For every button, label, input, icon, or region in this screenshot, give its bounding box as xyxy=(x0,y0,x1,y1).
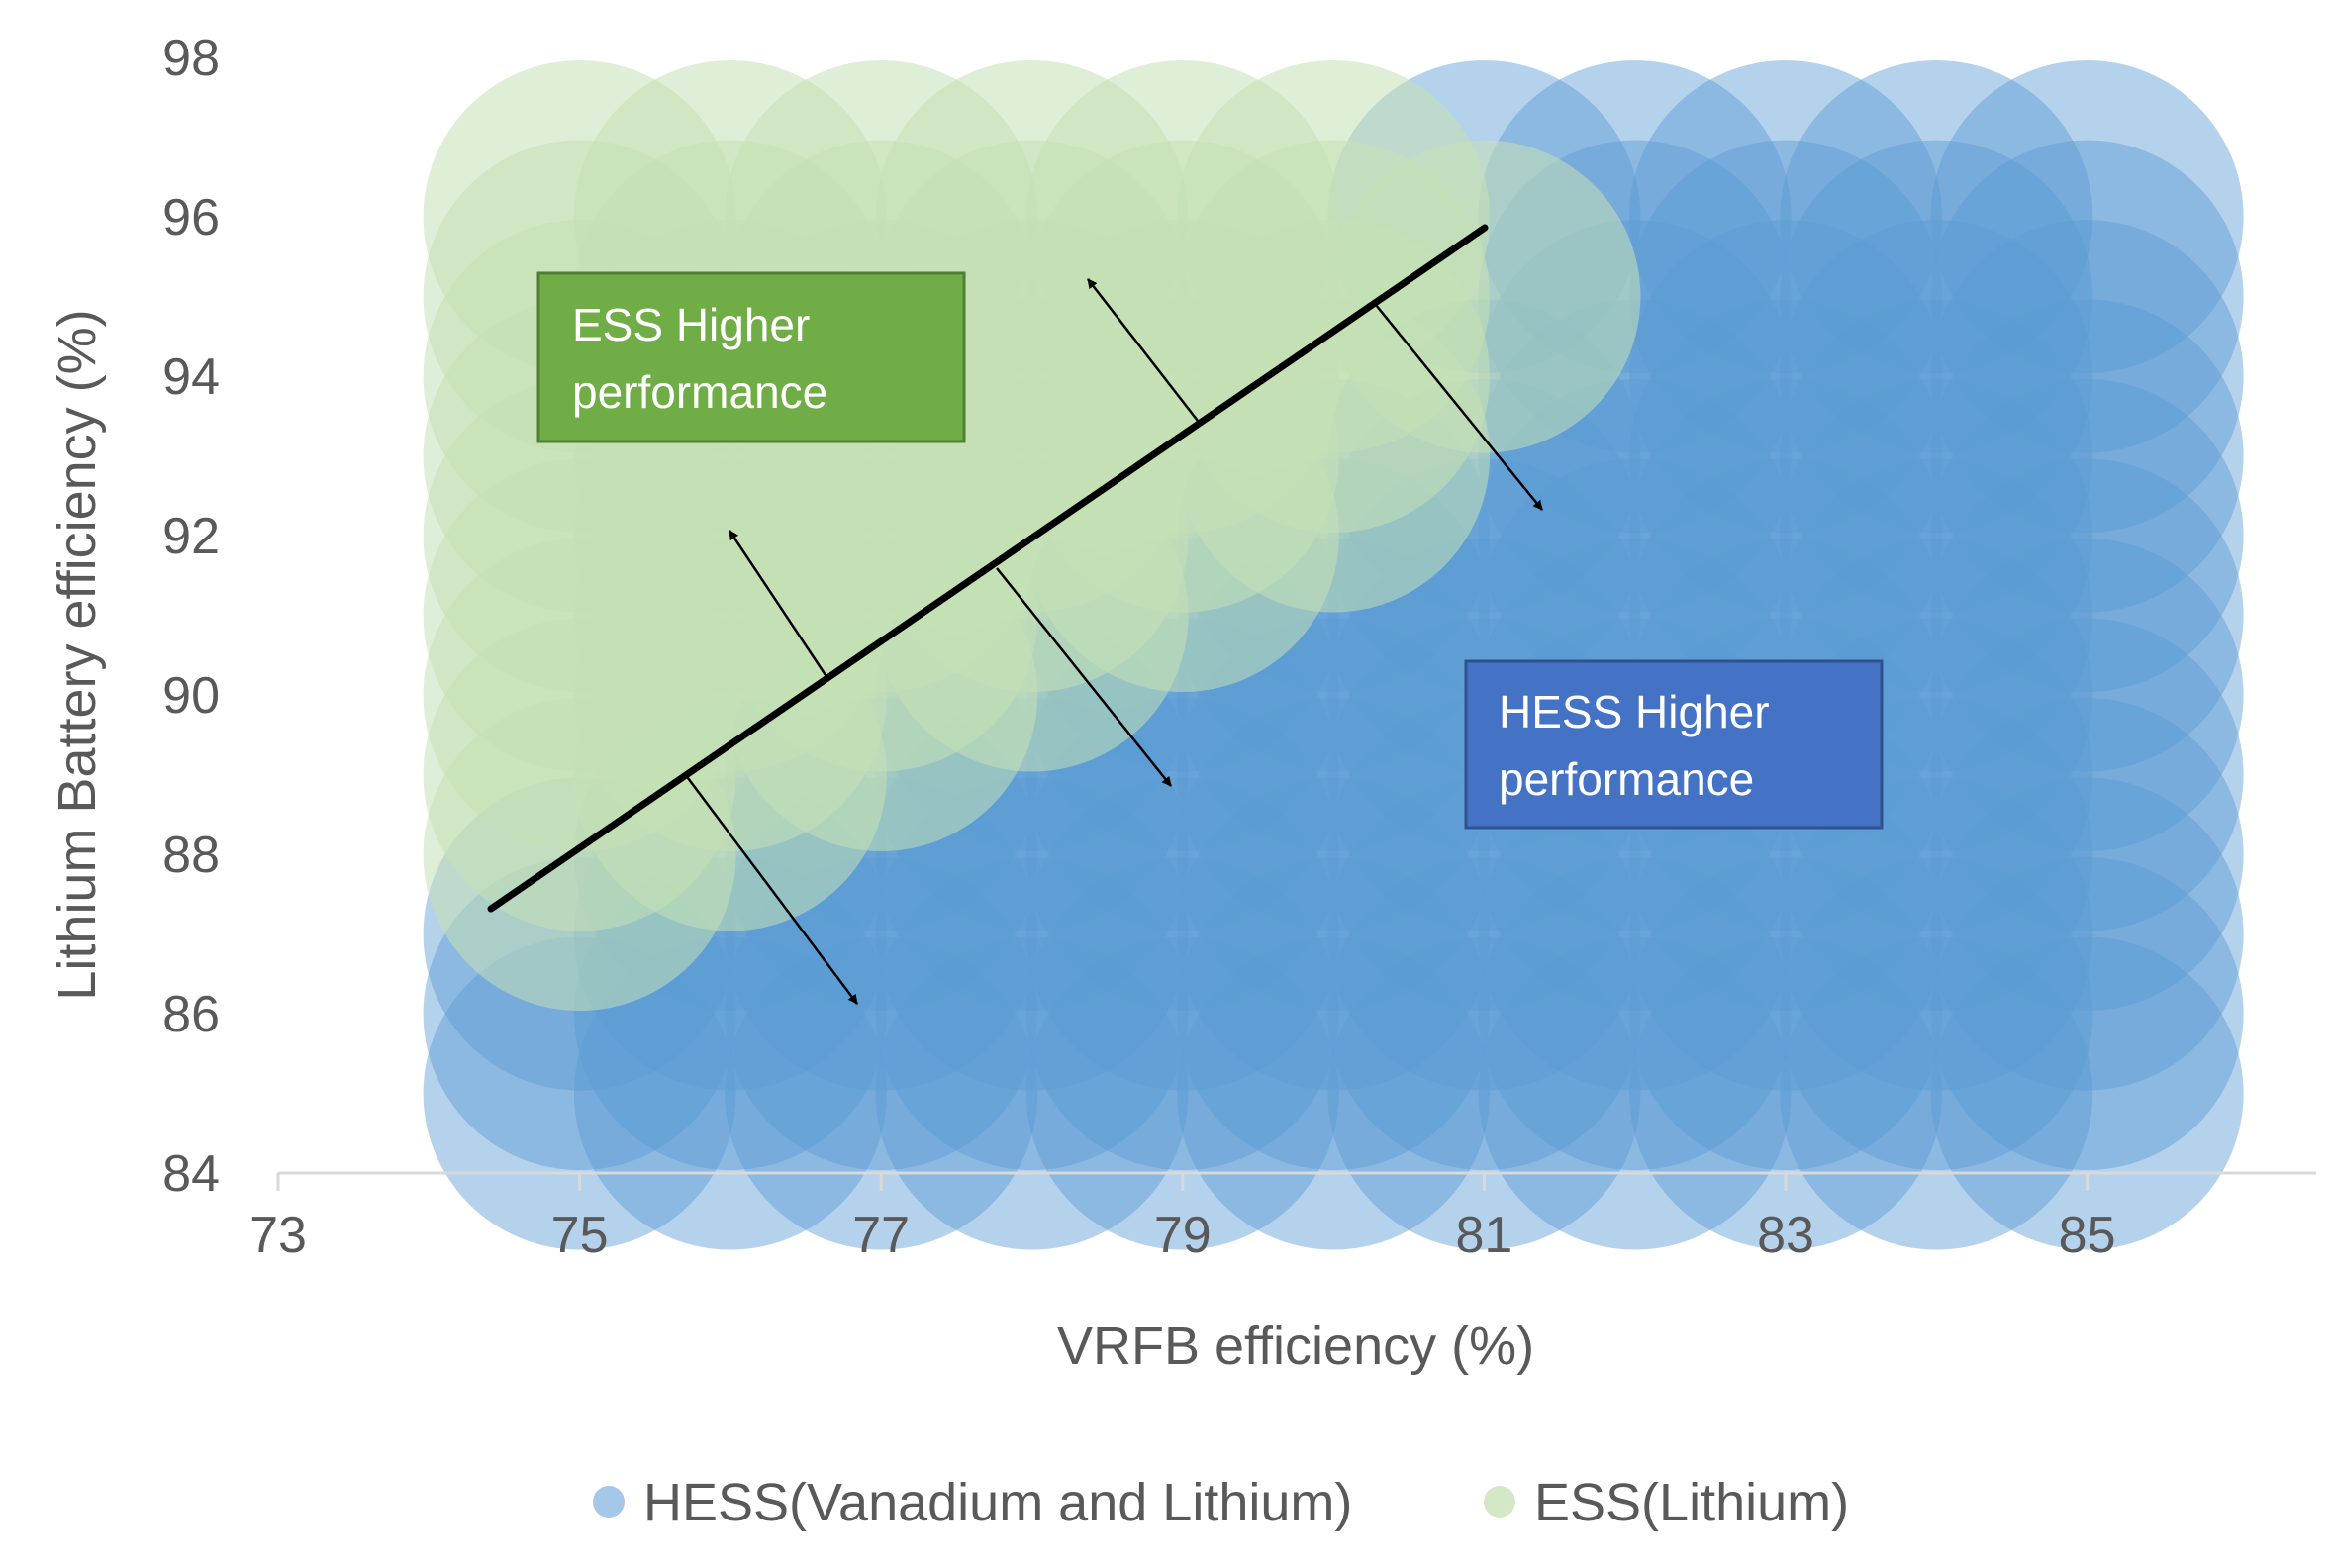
hess-bubble xyxy=(1327,857,1641,1170)
legend-hess-marker xyxy=(593,1486,625,1518)
hess-bubble xyxy=(1930,698,2244,1011)
hess-bubble xyxy=(1629,220,1942,533)
y-tick-label: 84 xyxy=(162,1145,220,1203)
hess-annotation-box xyxy=(1464,659,1884,830)
y-tick-label: 88 xyxy=(162,827,220,884)
hess-bubble xyxy=(1780,60,2093,373)
hess-bubble xyxy=(1025,777,1339,1091)
hess-bubble xyxy=(1478,777,1792,1091)
y-tick-label: 94 xyxy=(162,348,220,406)
hess-bubble xyxy=(875,857,1189,1170)
hess-bubble xyxy=(1930,857,2244,1170)
hess-bubble xyxy=(1629,777,1942,1091)
direction-arrow xyxy=(728,530,829,679)
ess-annotation-box xyxy=(536,271,966,443)
direction-arrow xyxy=(684,773,858,1005)
hess-bubble xyxy=(1177,618,1491,931)
hess-bubble xyxy=(1930,777,2244,1091)
hess-bubble xyxy=(1629,60,1942,373)
hess-bubble xyxy=(1930,220,2244,533)
hess-bubble xyxy=(1629,857,1942,1170)
hess-bubble xyxy=(1780,299,2093,613)
annotations: ESS Higher performance HESS Higher performa… xyxy=(487,224,1884,1005)
hess-bubble xyxy=(1177,698,1491,1011)
hess-bubble xyxy=(1025,698,1339,1011)
hess-bubble xyxy=(1930,379,2244,692)
hess-bubble xyxy=(1930,60,2244,373)
legend-ess-marker xyxy=(1484,1486,1515,1518)
ess-bubble xyxy=(423,698,736,1011)
x-tick-label: 81 xyxy=(1455,1207,1512,1264)
ess-annotation-text: performance xyxy=(572,366,827,418)
plot-area xyxy=(423,60,2244,1250)
y-tick-label: 90 xyxy=(162,667,220,725)
ess-annotation-text: ESS Higher xyxy=(572,299,810,350)
trend-line xyxy=(487,224,1489,913)
y-tick-label: 86 xyxy=(162,986,220,1043)
legend-ess-label: ESS(Lithium) xyxy=(1534,1473,1849,1532)
hess-bubble xyxy=(1478,857,1792,1170)
hess-bubble xyxy=(1629,379,1942,692)
hess-bubble xyxy=(1780,777,2093,1091)
direction-arrow xyxy=(1375,304,1543,511)
hess-bubble xyxy=(1780,379,2093,692)
y-tick-label: 92 xyxy=(162,508,220,565)
hess-annotation-text: performance xyxy=(1499,753,1754,805)
hess-bubble xyxy=(1930,140,2244,453)
legend-hess-label: HESS(Vanadium and Lithium) xyxy=(643,1473,1352,1532)
hess-bubble xyxy=(1478,379,1792,692)
legend: HESS(Vanadium and Lithium) ESS(Lithium) xyxy=(593,1473,1849,1532)
direction-arrow xyxy=(1087,278,1199,422)
hess-bubble xyxy=(1327,777,1641,1091)
x-tick-label: 79 xyxy=(1154,1207,1212,1264)
x-axis-title: VRFB efficiency (%) xyxy=(1057,1317,1534,1376)
y-tick-label: 96 xyxy=(162,189,220,246)
x-tick-label: 73 xyxy=(249,1207,307,1264)
hess-bubble xyxy=(1780,140,2093,453)
x-tick-label: 75 xyxy=(551,1207,609,1264)
hess-annotation-text: HESS Higher xyxy=(1499,686,1770,737)
hess-bubble xyxy=(1780,857,2093,1170)
direction-arrow xyxy=(996,567,1172,787)
x-tick-label: 83 xyxy=(1757,1207,1814,1264)
hess-bubble xyxy=(1177,777,1491,1091)
hess-bubble xyxy=(1930,299,2244,613)
x-tick-label: 85 xyxy=(2059,1207,2116,1264)
hess-bubble xyxy=(1930,458,2244,772)
y-tick-label: 98 xyxy=(162,30,220,87)
x-tick-label: 77 xyxy=(852,1207,910,1264)
axes: 73 75 77 79 81 83 85 84 86 88 90 92 94 96 98 xyxy=(162,30,2316,1264)
hess-bubble xyxy=(1629,140,1942,453)
hess-bubble xyxy=(725,857,1038,1170)
hess-bubble xyxy=(1177,857,1491,1170)
hess-bubble xyxy=(1930,618,2244,931)
hess-bubble xyxy=(1780,220,2093,533)
hess-bubble xyxy=(1930,539,2244,851)
hess-bubble xyxy=(875,777,1189,1091)
hess-bubble xyxy=(1629,299,1942,613)
y-axis-title: Lithium Battery efficiency (%) xyxy=(48,309,107,1000)
hess-bubble xyxy=(1025,857,1339,1170)
